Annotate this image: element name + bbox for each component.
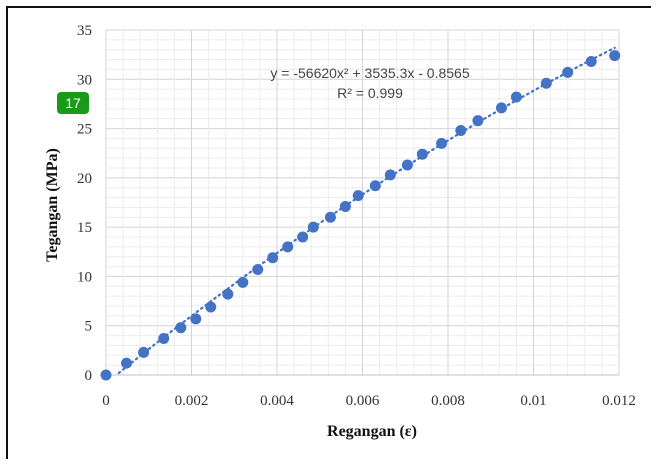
grid-lines: [105, 29, 620, 376]
x-tick-label: 0.006: [346, 393, 380, 409]
x-tick-label: 0: [102, 393, 110, 409]
y-tick-label: 10: [77, 269, 92, 285]
data-point: [205, 301, 217, 313]
data-point: [267, 252, 279, 264]
data-point: [121, 357, 133, 369]
data-point: [100, 369, 112, 381]
data-point: [158, 333, 170, 345]
data-point: [401, 159, 413, 171]
y-tick-label: 15: [77, 220, 92, 236]
data-point: [436, 137, 448, 149]
r-squared-label: R² = 0.999: [337, 85, 403, 101]
data-point: [510, 91, 522, 103]
data-point: [237, 276, 249, 288]
data-point: [562, 66, 574, 78]
x-axis-title: Regangan (ε): [327, 423, 417, 440]
data-point: [495, 102, 507, 114]
x-tick-labels: 0 0.002 0.004 0.006 0.008 0.01 0.012: [102, 393, 636, 409]
data-point: [190, 313, 202, 325]
y-tick-label: 35: [77, 23, 92, 39]
y-axis-title: Tegangan (MPa): [44, 148, 61, 262]
trendline: [117, 46, 616, 375]
data-point: [297, 231, 309, 243]
data-point: [416, 148, 428, 160]
data-point: [540, 77, 552, 89]
data-point: [384, 169, 396, 181]
data-point: [339, 200, 351, 212]
data-point: [222, 288, 234, 300]
data-point: [455, 125, 467, 137]
trendline-equation: y = -56620x² + 3535.3x - 0.8565: [270, 65, 469, 81]
x-tick-label: 0.004: [260, 393, 294, 409]
x-tick-label: 0.01: [520, 393, 546, 409]
data-point: [585, 56, 597, 68]
data-point: [138, 346, 150, 358]
x-tick-label: 0.002: [175, 393, 209, 409]
data-point: [307, 221, 319, 233]
trendline-path: [117, 46, 616, 375]
data-point: [352, 190, 364, 202]
y-tick-label: 0: [85, 368, 93, 384]
data-point: [282, 241, 294, 253]
y-tick-label: 5: [85, 319, 93, 335]
data-point: [324, 211, 336, 223]
x-tick-label: 0.012: [602, 393, 636, 409]
y-tick-label: 20: [77, 171, 92, 187]
data-point: [472, 115, 484, 127]
data-points: [100, 50, 621, 381]
data-point: [175, 322, 187, 334]
x-tick-label: 0.008: [431, 393, 465, 409]
data-point: [369, 180, 381, 192]
y-tick-label: 30: [77, 72, 92, 88]
data-point: [252, 264, 264, 276]
page-number-badge: 17: [57, 92, 89, 114]
data-point: [609, 50, 621, 62]
y-tick-labels: 0 5 10 15 20 25 30 35: [77, 23, 92, 384]
y-tick-label: 25: [77, 122, 92, 138]
